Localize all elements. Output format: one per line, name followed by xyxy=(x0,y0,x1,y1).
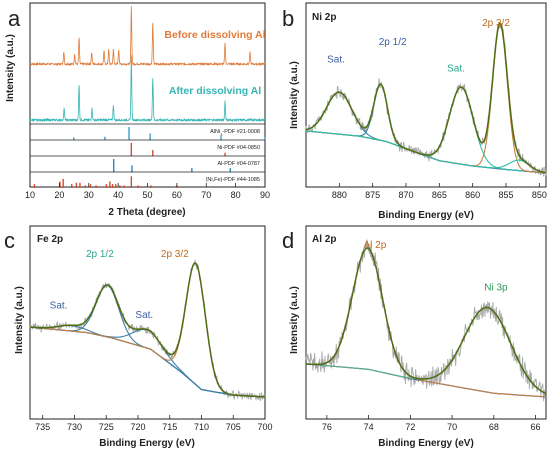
x-tick-label: 60 xyxy=(172,190,182,200)
xrd-series-line xyxy=(29,55,266,123)
panel-b-x-axis-label: Binding Energy (eV) xyxy=(378,210,474,221)
panel-d-x-ticks: 76 74 72 70 68 66 xyxy=(322,415,541,432)
peak-annotation: 2p 1/2 xyxy=(86,249,114,260)
x-tick-label: 80 xyxy=(231,190,241,200)
peak-annotation: Sat. xyxy=(327,55,345,66)
x-tick-label: 74 xyxy=(364,422,374,432)
xps-component-peak xyxy=(29,324,265,398)
x-tick-label: 50 xyxy=(142,190,152,200)
panel-c-title: Fe 2p xyxy=(37,234,63,245)
panel-label-d: d xyxy=(282,228,294,253)
x-tick-label: 725 xyxy=(99,422,114,432)
panel-c: c Fe 2p Intensity (a.u.) Sat. 2p 1/2 Sat. 2… xyxy=(4,225,273,449)
x-tick-label: 70 xyxy=(447,422,457,432)
peak-annotation: Al 2p xyxy=(363,240,386,251)
xps-fit-envelope xyxy=(29,262,265,398)
panel-c-y-axis-label: Intensity (a.u.) xyxy=(14,286,25,354)
panel-a: a Intensity (a.u.) Before dissolving Al A… xyxy=(5,2,270,218)
reference-label: (Ni,Fe)-PDF #44-1085 xyxy=(206,177,260,183)
panel-c-frame xyxy=(29,225,266,420)
panel-b: b Ni 2p Intensity (a.u.) Sat. 2p 1/2 Sat. 2… xyxy=(282,2,547,221)
xrd-series-line xyxy=(29,6,266,67)
panel-d-x-axis-label: Binding Energy (eV) xyxy=(378,438,474,449)
panel-b-plot: Sat. 2p 1/2 Sat. 2p 3/2 xyxy=(305,18,547,177)
xrd-legend-label: After dissolving Al xyxy=(169,85,261,97)
reference-label: Al-PDF #04-0787 xyxy=(218,161,261,167)
xps-fit-envelope xyxy=(305,247,547,395)
x-tick-label: 20 xyxy=(54,190,64,200)
peak-annotation: 2p 1/2 xyxy=(379,37,407,48)
xps-component-peak xyxy=(30,326,265,398)
x-tick-label: 76 xyxy=(322,422,332,432)
panel-d: d Al 2p Intensity (a.u.) Al 2p Ni 3p 76 74… xyxy=(282,225,547,449)
peak-annotation: Sat. xyxy=(447,63,465,74)
panel-c-x-ticks: 735 730 725 720 715 710 705 700 xyxy=(35,415,273,432)
x-tick-label: 66 xyxy=(531,422,541,432)
panel-b-title: Ni 2p xyxy=(312,12,336,23)
panel-d-frame xyxy=(305,225,547,420)
panel-label-b: b xyxy=(282,6,294,31)
panel-c-x-axis-label: Binding Energy (eV) xyxy=(99,438,195,449)
xps-fit-envelope xyxy=(305,22,547,174)
x-tick-label: 870 xyxy=(398,190,413,200)
x-tick-label: 715 xyxy=(162,422,177,432)
x-tick-label: 710 xyxy=(194,422,209,432)
xps-component-peak xyxy=(305,130,547,174)
panel-a-y-axis-label: Intensity (a.u.) xyxy=(5,34,16,102)
xps-raw-data xyxy=(305,239,547,402)
panel-a-plot: Before dissolving Al After dissolving Al A… xyxy=(29,6,266,188)
xps-background-line xyxy=(30,326,265,398)
panel-d-plot: Al 2p Ni 3p xyxy=(305,239,547,402)
reference-name: Ni-PDF #04-0850 xyxy=(217,145,260,151)
reference-label: Ni-PDF #04-0850 xyxy=(217,145,260,151)
panel-b-frame xyxy=(305,2,547,188)
x-tick-label: 735 xyxy=(35,422,50,432)
x-tick-label: 70 xyxy=(201,190,211,200)
x-tick-label: 40 xyxy=(113,190,123,200)
panel-d-title: Al 2p xyxy=(312,234,336,245)
x-tick-label: 68 xyxy=(489,422,499,432)
reference-card: -PDF #21-0008 xyxy=(222,129,260,135)
peak-annotation: 2p 3/2 xyxy=(482,18,510,29)
x-tick-label: 875 xyxy=(365,190,380,200)
xps-component-peak xyxy=(305,83,547,174)
x-tick-label: 10 xyxy=(25,190,35,200)
panel-c-plot: Sat. 2p 1/2 Sat. 2p 3/2 xyxy=(29,249,266,402)
peak-annotation: Sat. xyxy=(50,301,68,312)
x-tick-label: 855 xyxy=(498,190,513,200)
x-tick-label: 30 xyxy=(84,190,94,200)
reference-name: (Ni,Fe)-PDF #44-1085 xyxy=(206,177,260,183)
x-tick-label: 90 xyxy=(260,190,270,200)
peak-annotation: Sat. xyxy=(135,310,153,321)
x-tick-label: 865 xyxy=(432,190,447,200)
panel-a-x-axis-label: 2 Theta (degree) xyxy=(108,207,185,218)
xrd-legend-label: Before dissolving Al xyxy=(164,29,265,41)
panel-d-y-axis-label: Intensity (a.u.) xyxy=(289,286,300,354)
peak-annotation: 2p 3/2 xyxy=(161,249,189,260)
x-tick-label: 880 xyxy=(332,190,347,200)
panel-label-a: a xyxy=(8,6,21,31)
panel-label-c: c xyxy=(4,228,15,253)
reference-label: AlNi3-PDF #21-0008 xyxy=(210,129,260,137)
x-tick-label: 720 xyxy=(130,422,145,432)
reference-name: Al-PDF #04-0787 xyxy=(218,161,261,167)
x-tick-label: 850 xyxy=(532,190,547,200)
x-tick-label: 705 xyxy=(226,422,241,432)
x-tick-label: 860 xyxy=(465,190,480,200)
reference-name-subscript: 3 xyxy=(220,132,223,137)
reference-name: AlNi xyxy=(210,129,220,135)
x-tick-label: 72 xyxy=(405,422,415,432)
panel-a-x-ticks: 10 20 30 40 50 60 70 80 90 xyxy=(25,183,270,200)
x-tick-label: 700 xyxy=(257,422,272,432)
peak-annotation: Ni 3p xyxy=(484,282,508,293)
x-tick-label: 730 xyxy=(67,422,82,432)
panel-b-x-ticks: 880 875 870 865 860 855 850 xyxy=(332,183,547,200)
panel-b-y-axis-label: Intensity (a.u.) xyxy=(289,61,300,129)
